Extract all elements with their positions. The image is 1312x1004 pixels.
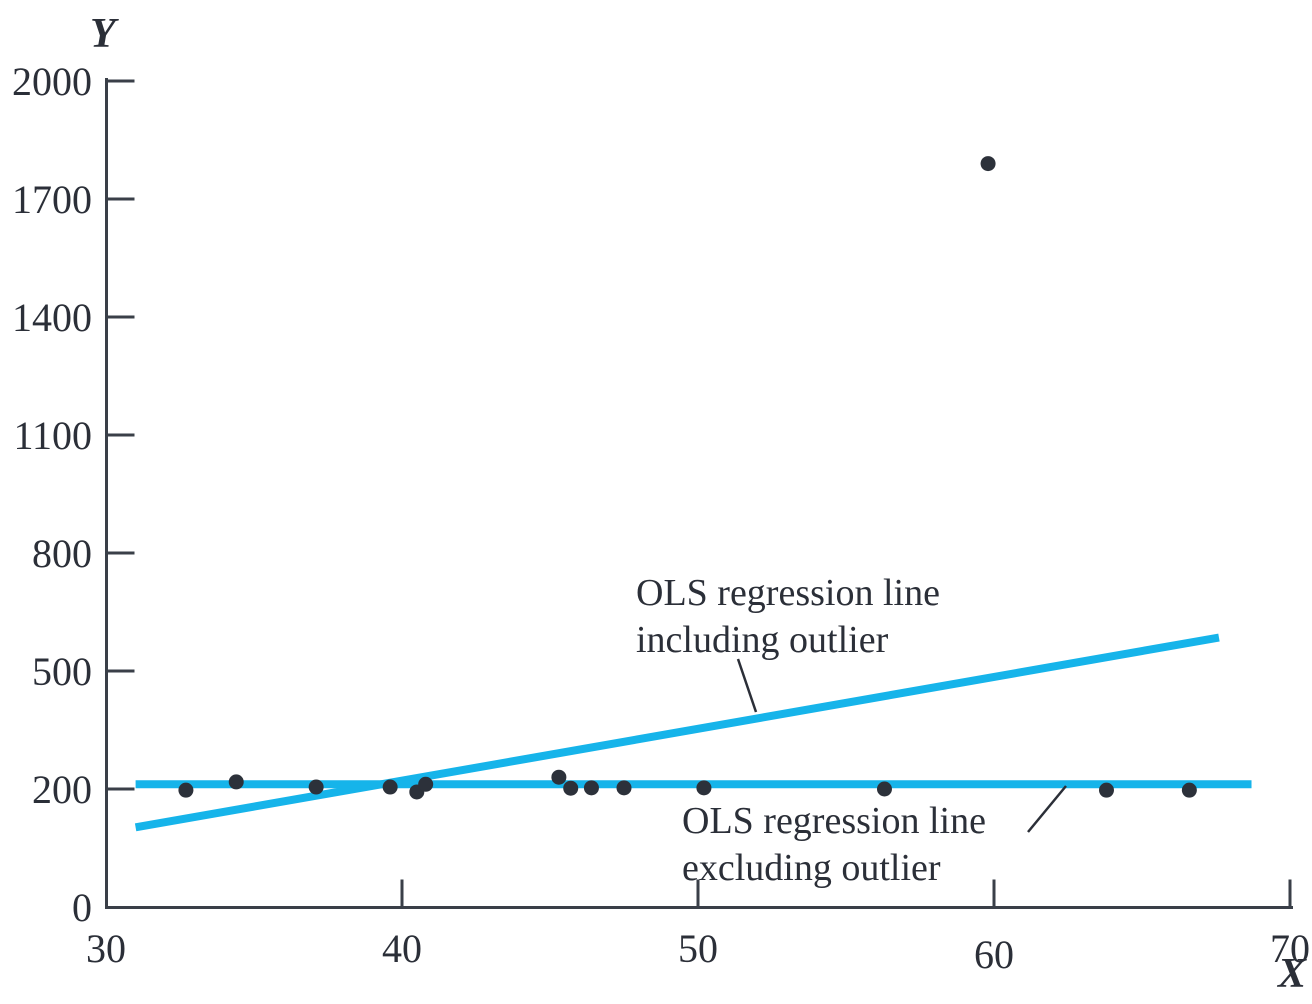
outlier-point <box>980 156 996 172</box>
data-point <box>1181 782 1197 798</box>
data-point <box>1098 782 1114 798</box>
leader-line-excluding <box>1027 785 1067 833</box>
data-point <box>308 779 324 795</box>
data-point <box>551 769 567 785</box>
x-tick-label: 70 <box>1270 926 1310 971</box>
x-tick-label: 60 <box>974 932 1014 977</box>
y-tick-label: 0 <box>72 885 92 930</box>
regression-line-ols-including-outlier <box>134 633 1220 832</box>
data-point <box>563 780 579 796</box>
leader-line-including <box>736 658 758 713</box>
y-tick-label: 500 <box>32 649 92 694</box>
y-axis-title: Y <box>90 11 116 57</box>
y-tick-label: 1100 <box>13 413 92 458</box>
data-point <box>382 779 398 795</box>
data-point <box>616 780 632 796</box>
data-point <box>583 780 599 796</box>
x-tick-label: 30 <box>86 926 126 971</box>
data-point <box>696 780 712 796</box>
y-tick-label: 200 <box>32 767 92 812</box>
annotation-text-line: OLS regression line <box>682 800 986 842</box>
data-point <box>178 782 194 798</box>
y-tick-label: 2000 <box>12 59 92 104</box>
data-point <box>418 776 434 792</box>
x-axis-title: X <box>1277 951 1306 997</box>
annotation-excluding-outlier: OLS regression line excluding outlier <box>682 798 986 892</box>
x-tick-label: 50 <box>678 926 718 971</box>
x-tick-label: 40 <box>382 926 422 971</box>
y-tick-label: 1700 <box>12 177 92 222</box>
annotation-text-line: excluding outlier <box>682 847 941 889</box>
y-tick-label: 1400 <box>12 295 92 340</box>
annotation-including-outlier: OLS regression line including outlier <box>636 570 940 664</box>
data-point <box>876 781 892 797</box>
annotation-text-line: OLS regression line <box>636 572 940 614</box>
data-point <box>228 774 244 790</box>
y-tick-label: 800 <box>32 531 92 576</box>
annotation-text-line: including outlier <box>636 619 889 661</box>
